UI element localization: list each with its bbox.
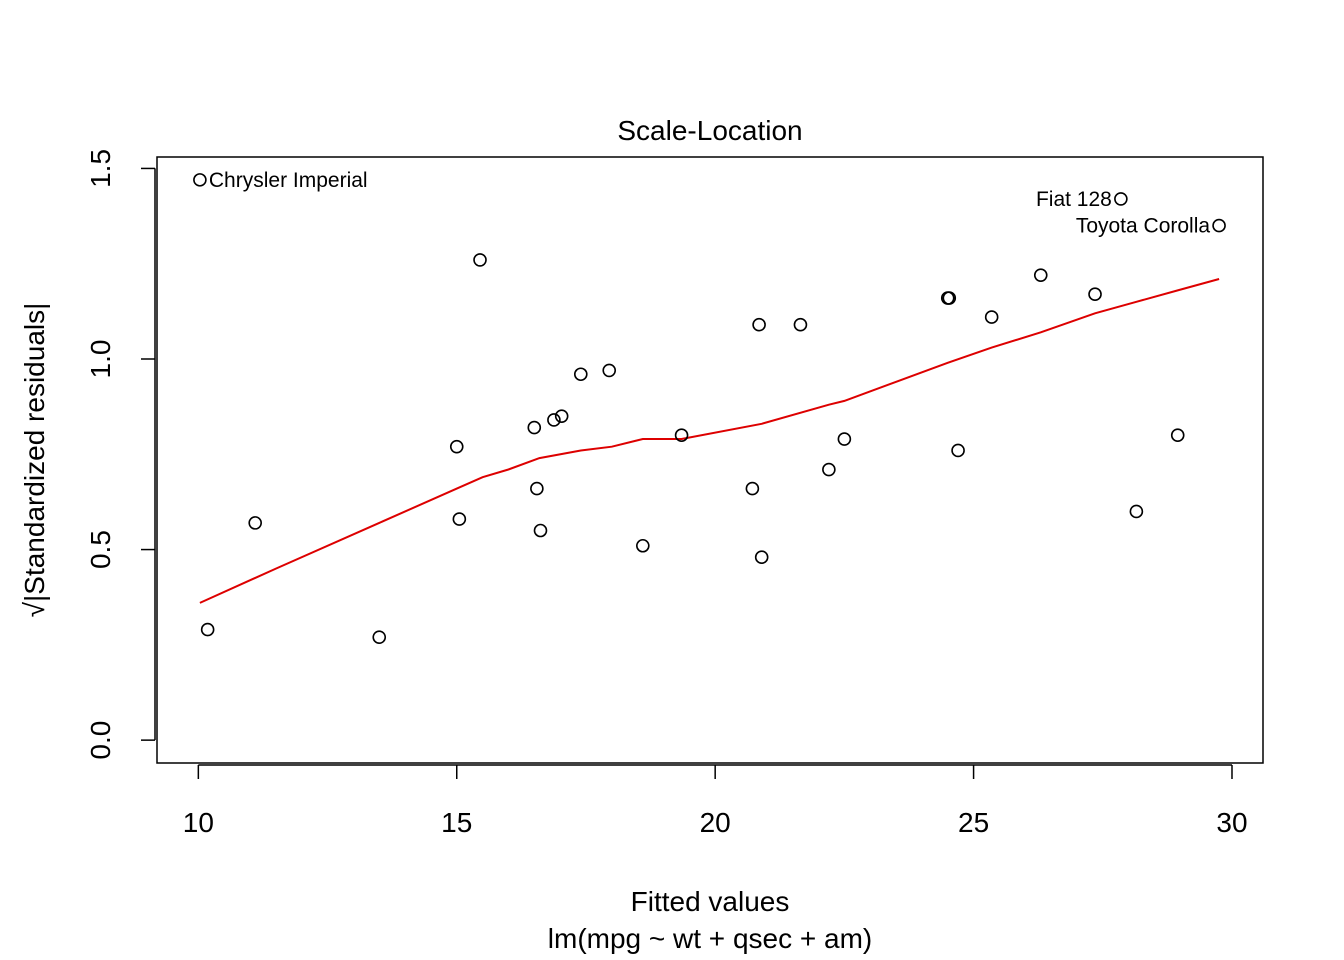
x-tick-label: 15	[441, 807, 472, 838]
data-points	[193, 173, 1226, 645]
data-point	[636, 538, 650, 553]
data-point	[674, 428, 689, 443]
data-point	[1129, 504, 1144, 519]
smooth-line	[199, 278, 1220, 604]
sqrt-symbol: √	[19, 601, 50, 617]
data-point	[527, 420, 542, 435]
data-point	[449, 439, 464, 454]
data-point	[193, 173, 207, 187]
data-point	[837, 432, 852, 446]
y-axis: 0.0 0.5 1.0 1.5	[85, 149, 156, 760]
data-point	[1114, 192, 1128, 206]
data-point	[984, 310, 999, 324]
data-point	[602, 363, 617, 378]
point-labels: Chrysler Imperial Fiat 128 Toyota Corolla	[209, 169, 1210, 238]
x-axis: 10 15 20 25 30	[183, 764, 1248, 838]
x-axis-label: Fitted values	[631, 886, 790, 917]
y-axis-label: √|Standardized residuals|	[19, 303, 50, 618]
x-tick-label: 30	[1216, 807, 1247, 838]
data-point	[248, 516, 262, 530]
model-formula-subtitle: lm(mpg ~ wt + qsec + am)	[548, 923, 872, 954]
y-tick-label: 0.0	[85, 721, 116, 760]
data-point	[547, 413, 561, 427]
data-point	[200, 622, 215, 637]
point-label: Chrysler Imperial	[209, 169, 368, 192]
y-tick-label: 1.5	[85, 149, 116, 188]
y-axis-label-text: |Standardized residuals|	[19, 303, 50, 602]
plot-frame	[156, 156, 1264, 764]
data-point	[752, 317, 766, 332]
data-point	[554, 409, 569, 423]
data-point	[754, 550, 769, 564]
data-point	[745, 481, 760, 496]
svg-text:√|Standardized residuals|: √|Standardized residuals|	[19, 303, 50, 618]
y-tick-label: 0.5	[85, 530, 116, 569]
y-tick-label: 1.0	[85, 340, 116, 379]
data-point	[533, 523, 548, 538]
x-tick-label: 25	[958, 807, 989, 838]
point-label: Fiat 128	[1036, 188, 1112, 211]
data-point	[452, 512, 467, 526]
data-point	[372, 630, 387, 645]
data-point	[1088, 287, 1102, 302]
data-point	[473, 253, 487, 267]
data-point	[573, 367, 588, 382]
x-tick-label: 10	[183, 807, 214, 838]
point-label: Toyota Corolla	[1076, 215, 1211, 238]
data-point	[793, 317, 808, 332]
data-point	[942, 291, 957, 305]
data-point	[951, 443, 965, 458]
x-tick-label: 20	[700, 807, 731, 838]
data-point	[822, 462, 836, 477]
data-point	[1212, 218, 1226, 233]
chart-title: Scale-Location	[617, 115, 802, 146]
data-point	[1033, 268, 1048, 282]
data-point	[1170, 428, 1185, 443]
data-point	[530, 481, 544, 496]
